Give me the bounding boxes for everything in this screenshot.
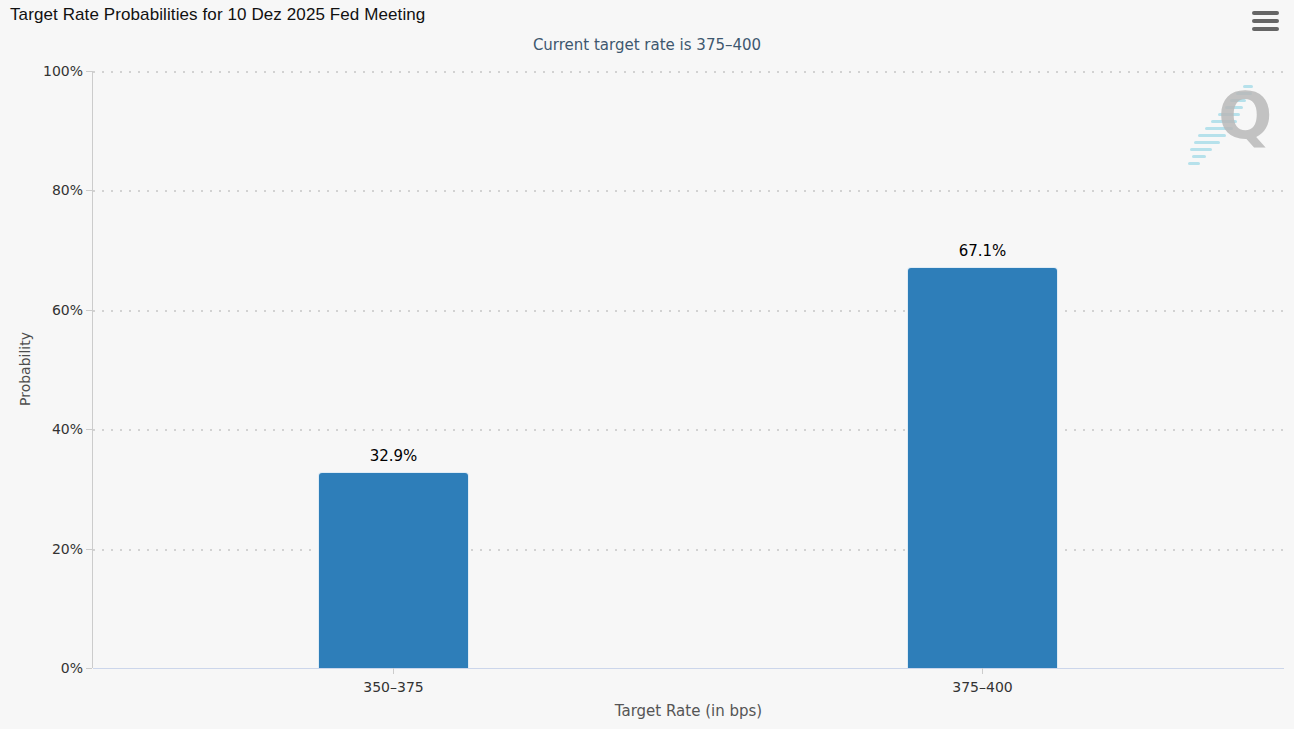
x-axis-tick: [393, 668, 394, 674]
hamburger-icon: [1252, 11, 1279, 15]
y-axis-label: 60%: [0, 301, 83, 319]
hamburger-icon: [1252, 27, 1279, 31]
y-axis-tick: [86, 310, 92, 311]
gridline: [93, 71, 1284, 73]
bar-value-label: 67.1%: [877, 242, 1088, 260]
y-axis-tick: [86, 429, 92, 430]
gridline: [93, 429, 1284, 431]
y-axis-tick: [86, 190, 92, 191]
x-axis-line: [93, 668, 1284, 669]
bar-value-label: 32.9%: [288, 447, 499, 465]
gridline: [93, 549, 1284, 551]
x-axis-label: 350–375: [318, 679, 469, 695]
bar[interactable]: [907, 267, 1058, 668]
x-axis-tick: [982, 668, 983, 674]
y-axis-title: Probability: [17, 332, 33, 406]
bar-group: 67.1%: [907, 71, 1058, 668]
y-axis-tick: [86, 71, 92, 72]
y-axis-label: 40%: [0, 420, 83, 438]
chart-container: Target Rate Probabilities for 10 Dez 202…: [0, 0, 1294, 729]
y-axis-label: 100%: [0, 62, 83, 80]
chart-menu-button[interactable]: [1252, 11, 1280, 31]
x-axis-label: 375–400: [907, 679, 1058, 695]
hamburger-icon: [1252, 19, 1279, 23]
gridline: [93, 190, 1284, 192]
x-axis-title: Target Rate (in bps): [93, 702, 1284, 720]
gridline: [93, 310, 1284, 312]
chart-title: Target Rate Probabilities for 10 Dez 202…: [10, 5, 425, 25]
bar-group: 32.9%: [318, 71, 469, 668]
y-axis-tick: [86, 668, 92, 669]
plot-area: 100% 80% 60% 40% 20% 0% 32.9% 67.1% 350–…: [93, 71, 1284, 668]
y-axis-label: 20%: [0, 540, 83, 558]
bar[interactable]: [318, 472, 469, 668]
y-axis-label: 0%: [0, 659, 83, 677]
y-axis-line: [92, 71, 93, 668]
y-axis-label: 80%: [0, 181, 83, 199]
y-axis-tick: [86, 549, 92, 550]
chart-subtitle: Current target rate is 375–400: [0, 36, 1294, 54]
